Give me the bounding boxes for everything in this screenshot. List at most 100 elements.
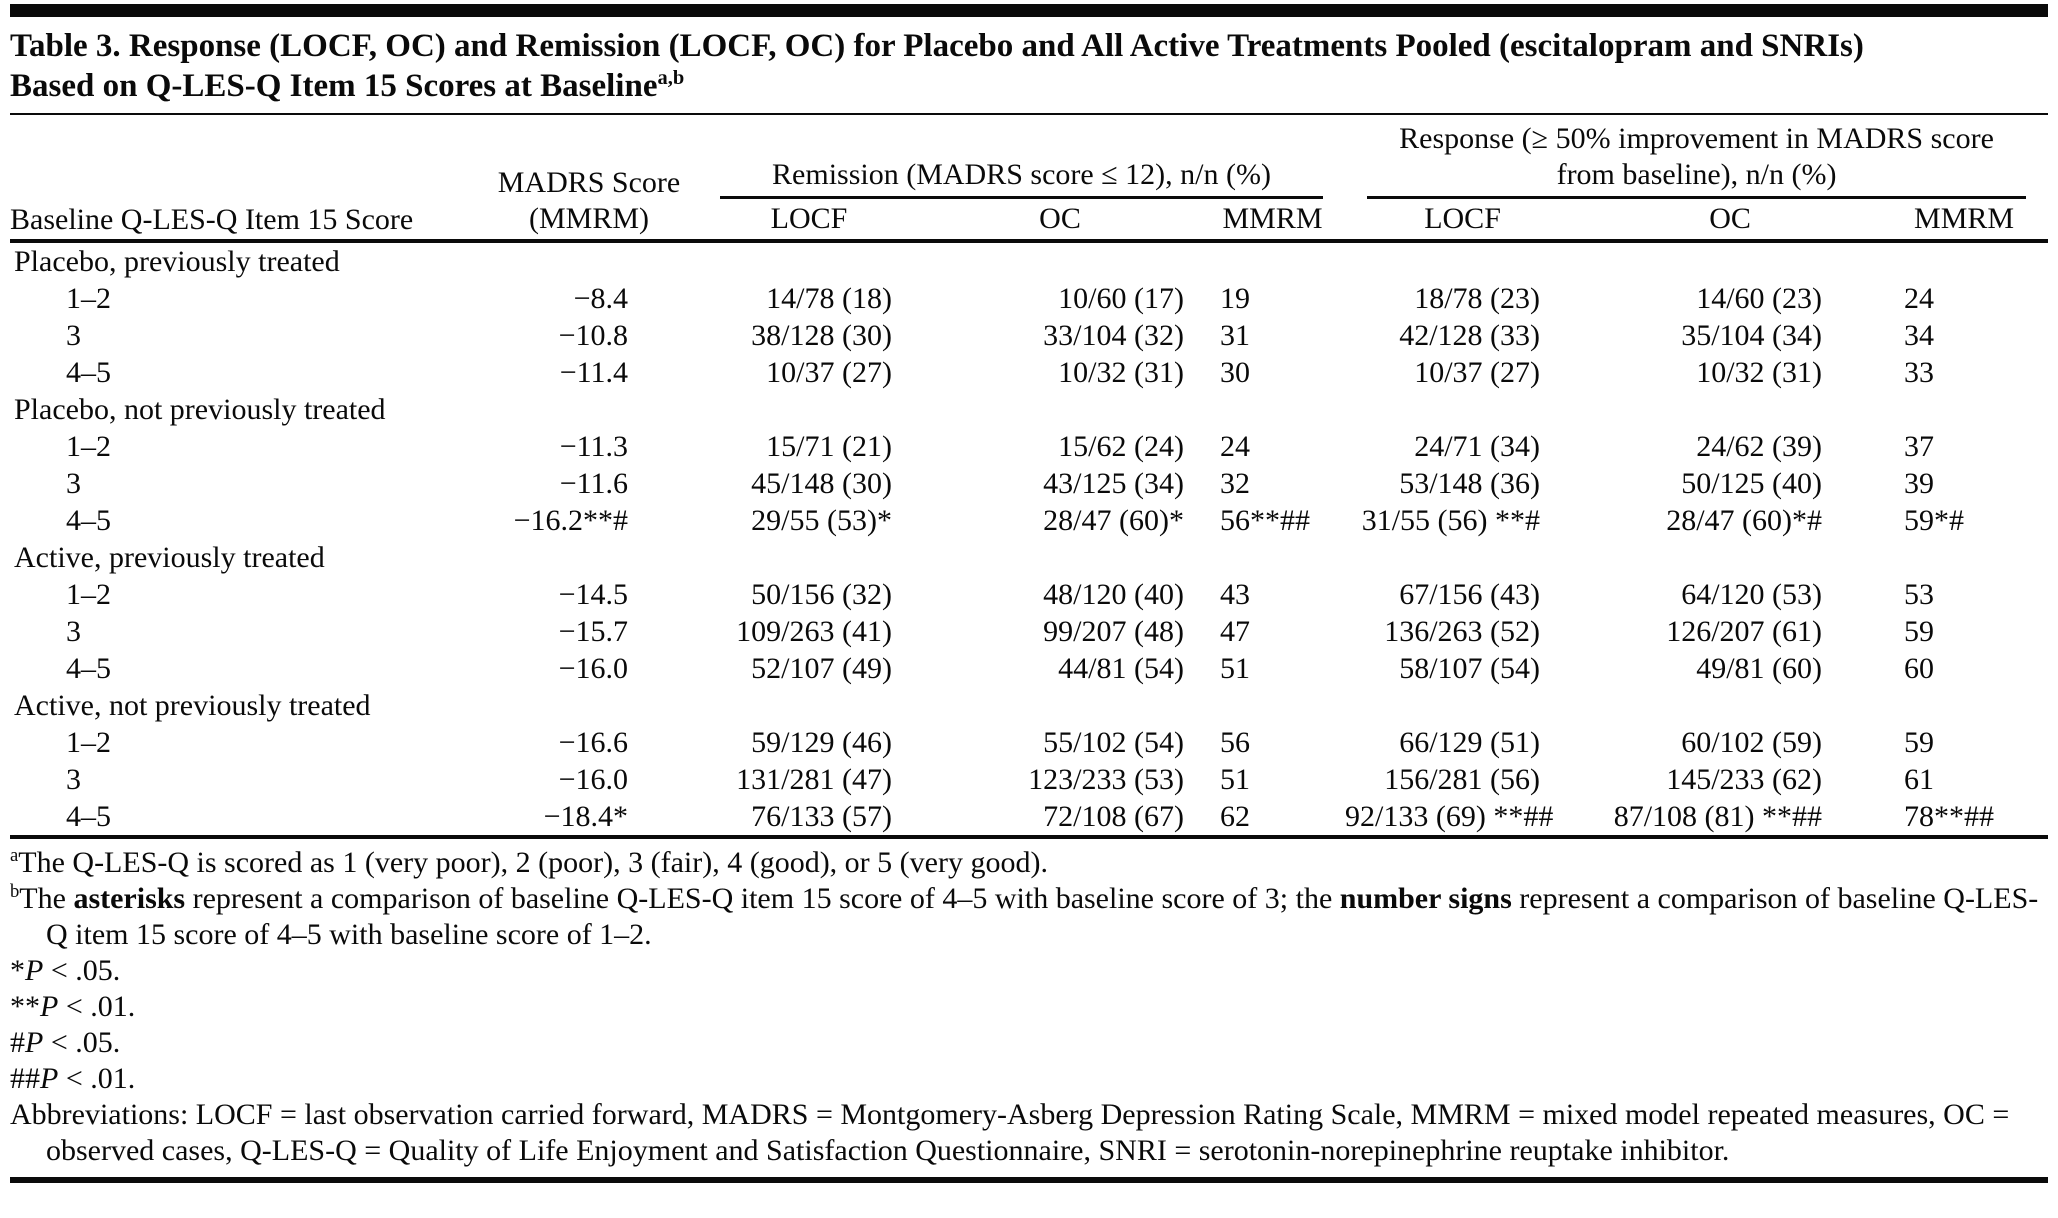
row-label: 1–2 <box>66 578 111 611</box>
row-label: 4–5 <box>66 800 111 833</box>
remission-locf-value: 45/148 (30) <box>751 467 892 500</box>
column-header-baseline-score: Baseline Q-LES-Q Item 15 Score <box>10 115 480 243</box>
response-oc-value: 24/62 (39) <box>1696 430 1823 463</box>
column-group-remission: Remission (MADRS score ≤ 12), n/n (%) <box>698 115 1345 199</box>
response-locf-value: 136/263 (52) <box>1384 615 1541 648</box>
remission-mmrm-value: 51 <box>1220 763 1250 796</box>
remission-locf-value: 38/128 (30) <box>751 319 892 352</box>
response-group-label: Response (≥ 50% improvement in MADRS sco… <box>1367 115 2027 199</box>
remission-oc-value: 33/104 (32) <box>1043 319 1184 352</box>
footnotes: aThe Q-LES-Q is scored as 1 (very poor),… <box>10 845 2048 1169</box>
footnote-b-bold2: number signs <box>1339 882 1512 915</box>
remission-group-label: Remission (MADRS score ≤ 12), n/n (%) <box>720 151 1324 199</box>
madrs-value: −10.8 <box>558 319 628 352</box>
remission-oc-value: 15/62 (24) <box>1058 430 1184 463</box>
table-row: 3 −15.7 109/263 (41) 99/207 (48) 47 136/… <box>10 613 2048 650</box>
table-body: Placebo, previously treated 1–2 −8.4 14/… <box>10 241 2048 837</box>
footnote-b-seg3: represent a comparison of baseline Q-LES… <box>46 882 2039 951</box>
remission-mmrm-value: 30 <box>1220 356 1250 389</box>
row-label: 4–5 <box>66 652 111 685</box>
remission-mmrm-value: 56 <box>1220 726 1250 759</box>
table-title: Table 3. Response (LOCF, OC) and Remissi… <box>10 26 2048 106</box>
response-mmrm-value: 33 <box>1904 356 1935 389</box>
remission-mmrm-value: 32 <box>1220 467 1250 500</box>
madrs-value: −16.0 <box>558 652 628 685</box>
footnote-p-value: **P < .01. <box>10 989 2048 1025</box>
remission-locf-value: 15/71 (21) <box>766 430 892 463</box>
remission-oc-value: 123/233 (53) <box>1028 763 1184 796</box>
remission-mmrm-value: 43 <box>1220 578 1250 611</box>
footnote-a: aThe Q-LES-Q is scored as 1 (very poor),… <box>10 845 2048 881</box>
remission-locf-value: 52/107 (49) <box>751 652 892 685</box>
table-row-section: Active, not previously treated <box>10 687 2048 724</box>
remission-mmrm-value: 62 <box>1220 800 1250 833</box>
footnote-abbreviations: Abbreviations: LOCF = last observation c… <box>10 1098 2010 1167</box>
madrs-value: −11.6 <box>559 467 628 500</box>
response-locf-value: 18/78 (23) <box>1414 282 1541 315</box>
response-locf-value: 66/129 (51) <box>1399 726 1541 759</box>
table-row: 3 −10.8 38/128 (30) 33/104 (32) 31 42/12… <box>10 317 2048 354</box>
top-rule <box>10 4 2048 17</box>
madrs-value: −16.6 <box>558 726 628 759</box>
remission-mmrm-value: 47 <box>1220 615 1250 648</box>
remission-locf-value: 131/281 (47) <box>736 763 892 796</box>
response-mmrm-value: 59 <box>1904 726 1935 759</box>
section-label: Active, not previously treated <box>14 689 371 722</box>
remission-oc-value: 10/60 (17) <box>1058 282 1184 315</box>
response-mmrm-value: 59 <box>1904 615 1935 648</box>
footnote-p-value: ##P < .01. <box>10 1061 2048 1097</box>
remission-mmrm-value: 31 <box>1220 319 1250 352</box>
remission-oc-value: 44/81 (54) <box>1058 652 1184 685</box>
p-footnote-marker: # <box>10 1026 25 1059</box>
footnote-a-marker: a <box>10 845 19 866</box>
footnote-p-value: *P < .05. <box>10 953 2048 989</box>
remission-locf-value: 59/129 (46) <box>751 726 892 759</box>
table-title-line2-text: Based on Q-LES-Q Item 15 Scores at Basel… <box>10 68 658 104</box>
madrs-value: −18.4* <box>543 800 628 833</box>
response-locf-value: 31/55 (56) **# <box>1361 504 1541 537</box>
remission-locf-value: 14/78 (18) <box>766 282 892 315</box>
madrs-value: −11.3 <box>559 430 628 463</box>
p-footnote-marker: ## <box>10 1062 40 1095</box>
response-oc-value: 49/81 (60) <box>1696 652 1823 685</box>
remission-oc-value: 48/120 (40) <box>1043 578 1184 611</box>
footnote-a-text: The Q-LES-Q is scored as 1 (very poor), … <box>18 846 1048 879</box>
response-mmrm-value: 39 <box>1904 467 1935 500</box>
p-footnote-marker: ** <box>10 990 40 1023</box>
response-mmrm-value: 24 <box>1904 282 1935 315</box>
footnote-b-bold1: asterisks <box>73 882 186 915</box>
response-locf-header: LOCF <box>1345 199 1581 243</box>
results-table: Baseline Q-LES-Q Item 15 Score MADRS Sco… <box>10 115 2049 839</box>
response-oc-value: 126/207 (61) <box>1666 615 1823 648</box>
row-label: 3 <box>66 319 81 352</box>
row-label: 4–5 <box>66 356 111 389</box>
response-mmrm-header: MMRM <box>1880 199 2049 243</box>
madrs-value: −16.2**# <box>513 504 628 537</box>
p-symbol: P <box>25 1026 44 1059</box>
remission-locf-value: 109/263 (41) <box>736 615 892 648</box>
p-symbol: P <box>40 990 59 1023</box>
table-row-section: Placebo, previously treated <box>10 241 2048 280</box>
madrs-header-line1: MADRS Score <box>497 166 681 199</box>
p-symbol: P <box>40 1062 59 1095</box>
remission-mmrm-value: 56**## <box>1220 504 1310 537</box>
title-rule <box>10 113 2048 115</box>
remission-oc-value: 99/207 (48) <box>1043 615 1184 648</box>
p-value-footnotes: *P < .05. **P < .01. #P < .05. ##P < .01. <box>10 953 2048 1097</box>
response-mmrm-value: 59*# <box>1904 504 1965 537</box>
p-symbol: P <box>25 954 44 987</box>
row-label: 3 <box>66 615 81 648</box>
p-footnote-threshold: < .05. <box>43 954 121 987</box>
response-oc-value: 60/102 (59) <box>1681 726 1823 759</box>
remission-oc-value: 10/32 (31) <box>1058 356 1184 389</box>
response-mmrm-value: 34 <box>1904 319 1935 352</box>
response-oc-value: 35/104 (34) <box>1681 319 1823 352</box>
remission-mmrm-value: 24 <box>1220 430 1250 463</box>
table-row: 4–5 −16.2**# 29/55 (53)* 28/47 (60)* 56*… <box>10 502 2048 539</box>
row-label: 1–2 <box>66 282 111 315</box>
response-oc-value: 64/120 (53) <box>1681 578 1823 611</box>
response-locf-value: 92/133 (69) **## <box>1345 800 1554 833</box>
p-footnote-threshold: < .01. <box>58 1062 136 1095</box>
section-label: Placebo, previously treated <box>14 245 340 278</box>
madrs-header-line2: (MMRM) <box>528 202 649 235</box>
